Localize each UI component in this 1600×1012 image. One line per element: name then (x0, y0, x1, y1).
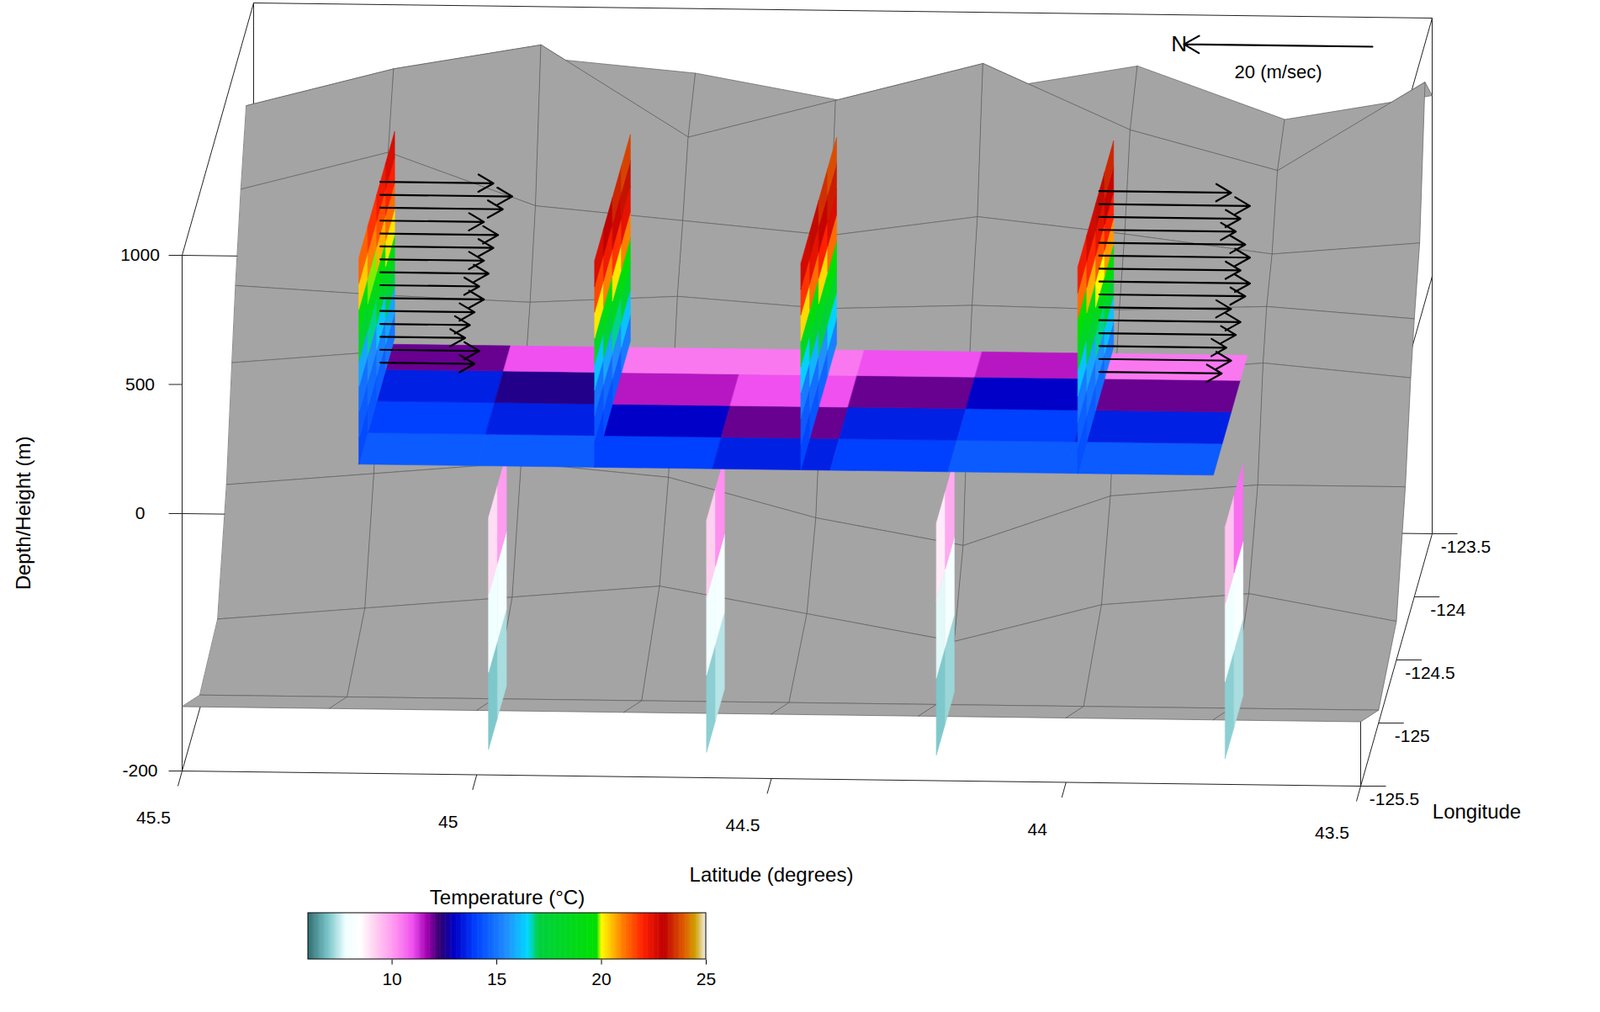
svg-text:44.5: 44.5 (725, 815, 761, 835)
svg-text:20 (m/sec): 20 (m/sec) (1234, 61, 1323, 83)
svg-text:0: 0 (135, 503, 146, 523)
svg-text:-123.5: -123.5 (1441, 536, 1492, 557)
svg-text:45.5: 45.5 (136, 807, 171, 827)
svg-text:15: 15 (487, 969, 507, 989)
svg-text:-200: -200 (121, 760, 158, 780)
svg-text:Latitude (degrees): Latitude (degrees) (689, 863, 854, 886)
svg-text:Temperature (°C): Temperature (°C) (429, 885, 585, 909)
svg-text:20: 20 (591, 969, 611, 989)
svg-text:10: 10 (381, 969, 402, 989)
svg-text:45: 45 (438, 811, 458, 832)
svg-text:25: 25 (696, 969, 716, 989)
svg-text:43.5: 43.5 (1314, 822, 1350, 843)
svg-text:-124: -124 (1430, 599, 1466, 620)
svg-text:-124.5: -124.5 (1404, 662, 1456, 683)
svg-text:44: 44 (1027, 819, 1049, 839)
svg-text:Longitude: Longitude (1432, 800, 1521, 823)
svg-text:1000: 1000 (120, 244, 160, 265)
svg-text:500: 500 (125, 374, 155, 394)
svg-text:N: N (1170, 31, 1187, 57)
svg-text:-125.5: -125.5 (1369, 789, 1420, 809)
svg-text:-125: -125 (1394, 725, 1431, 746)
svg-text:Depth/Height (m): Depth/Height (m) (11, 436, 35, 591)
